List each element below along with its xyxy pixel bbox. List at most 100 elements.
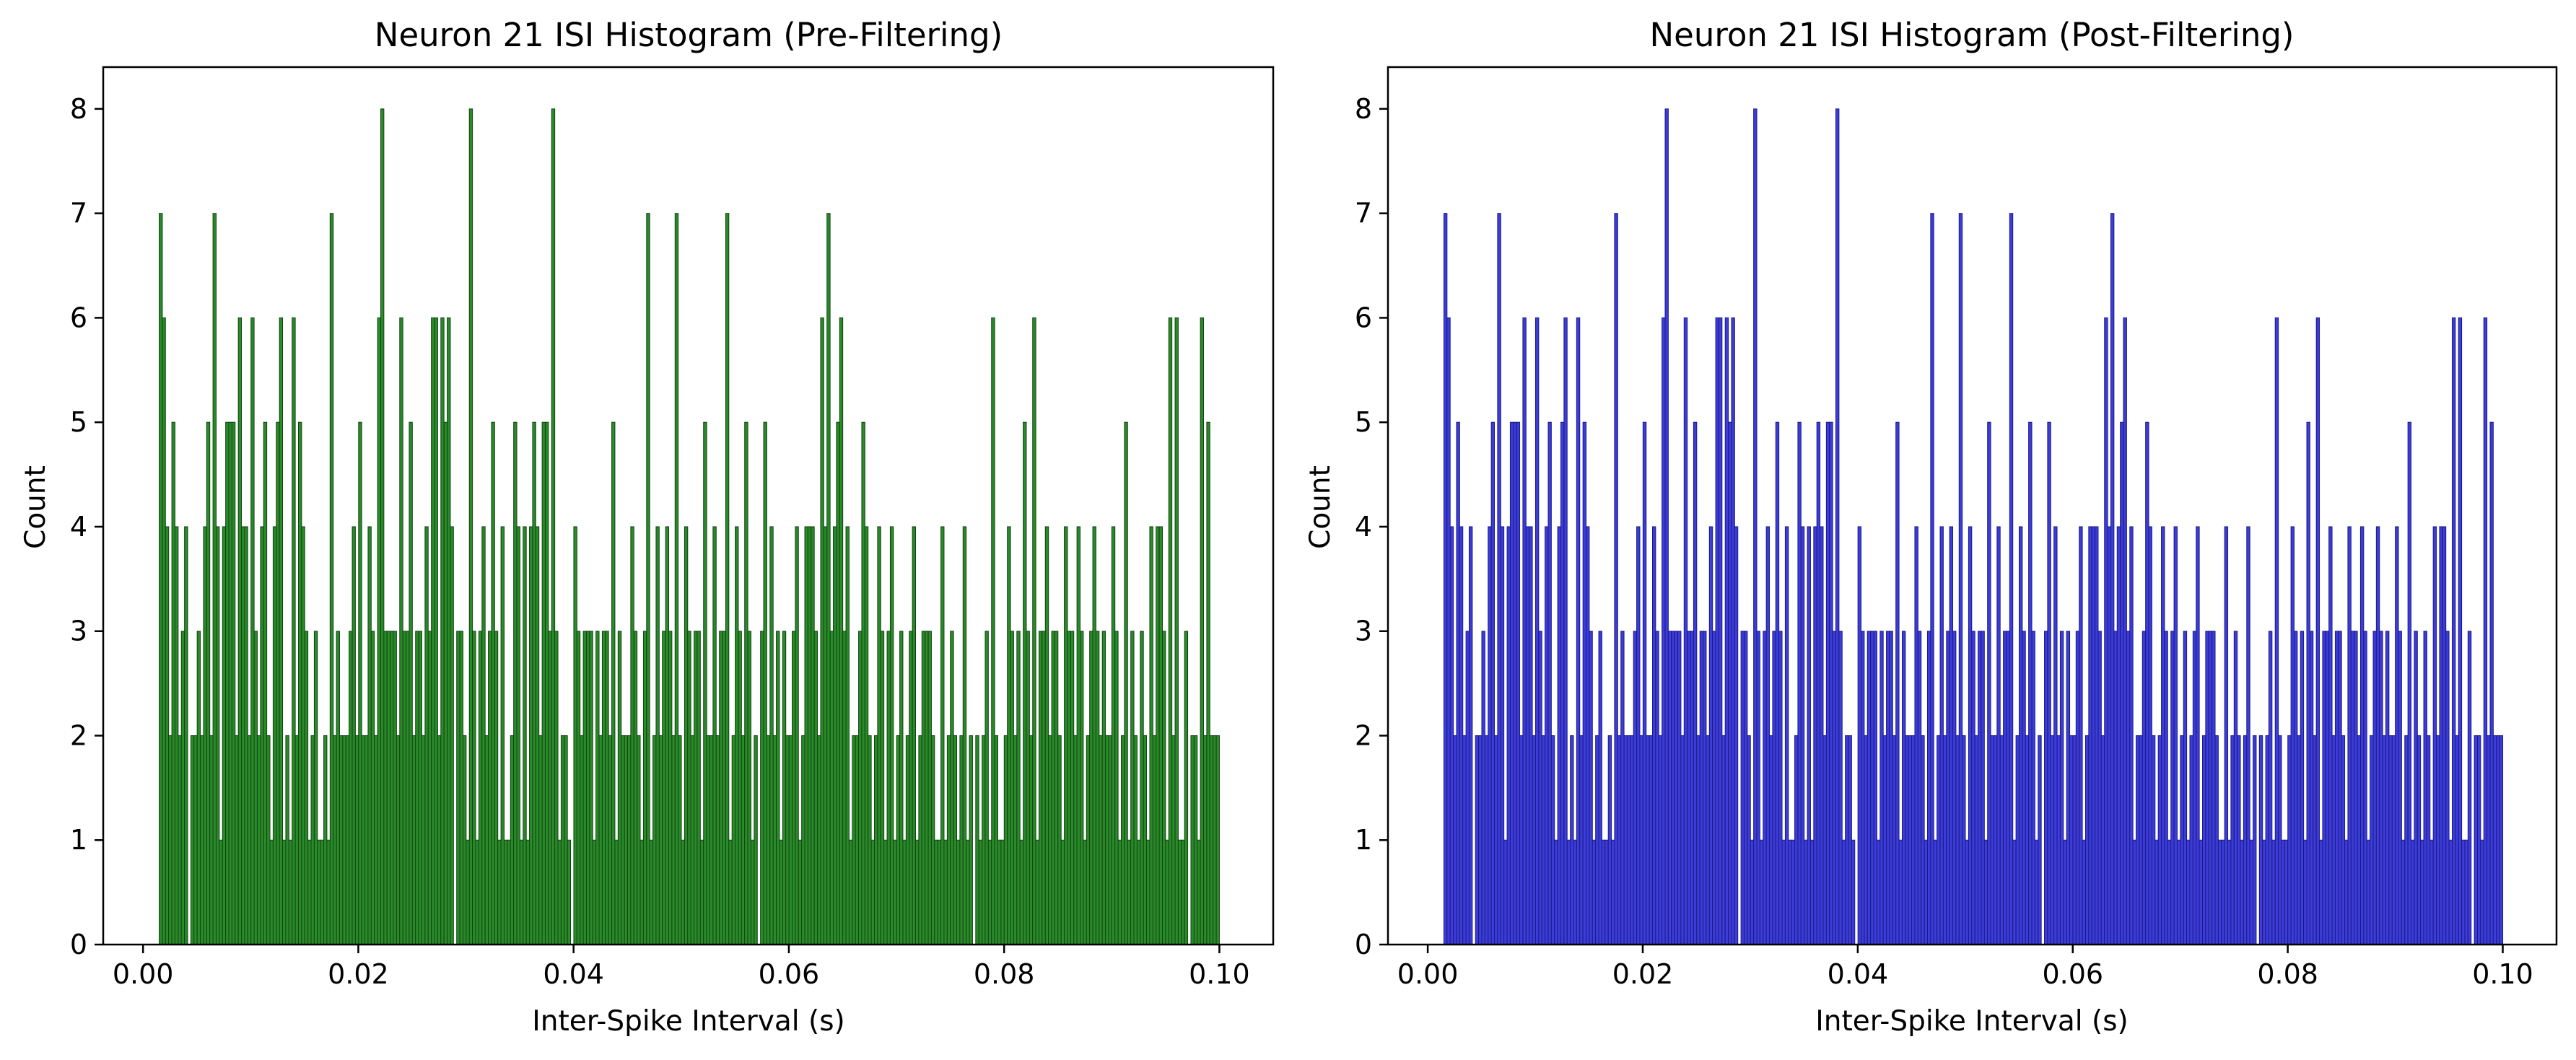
histogram-bar [2363,631,2367,945]
histogram-bar [1775,421,1780,945]
histogram-bar [725,213,730,945]
histogram-bar [1778,631,1783,945]
histogram-bar [2306,421,2310,945]
histogram-bar [1083,839,1087,945]
histogram-bar [1750,839,1755,945]
histogram-bar [1181,839,1185,945]
histogram-bar [519,839,524,945]
x-tick-label: 0.00 [1397,958,1459,990]
x-tick-label: 0.06 [2042,958,2103,990]
histogram-bar [2458,317,2463,945]
histogram-bar [165,526,170,945]
histogram-bar [1557,526,1561,945]
histogram-bar [386,631,391,945]
histogram-bar [1143,735,1148,945]
histogram-bar [1939,526,1944,945]
histogram-bar [870,839,875,945]
histogram-bar [1171,735,1176,945]
y-tick-label: 8 [1355,93,1372,125]
bars [1443,108,2504,945]
histogram-bar [393,631,397,945]
y-tick-label: 1 [1355,824,1372,856]
histogram-bar [966,839,970,945]
histogram-bar [1604,839,1609,945]
histogram-bar [494,631,499,945]
histogram-bar [548,631,552,945]
histogram-bar [2357,735,2361,945]
histogram-bar [2047,421,2051,945]
histogram-bar [1117,839,1122,945]
histogram-bar [735,526,739,945]
histogram-bar [1829,421,1833,945]
histogram-bar [2091,526,2096,945]
histogram-bar [1478,735,1483,945]
histogram-bar [2205,631,2209,945]
histogram-bar [1054,631,1059,945]
histogram-bar [925,631,929,945]
histogram-bar [510,735,515,945]
chart-title: Neuron 21 ISI Histogram (Pre-Filtering) [375,16,1003,54]
histogram-bar [1601,839,1606,945]
histogram-bar [244,526,248,945]
histogram-bar [839,317,844,945]
histogram-bar [1538,631,1542,945]
histogram-bar [304,631,309,945]
histogram-bar [380,108,385,945]
histogram-bar [852,735,856,945]
histogram-bar [2145,421,2149,945]
histogram-bar [1825,421,1830,945]
histogram-bar [2489,421,2494,945]
y-tick-label: 8 [70,93,87,125]
histogram-bar [507,839,511,945]
histogram-bar [804,526,808,945]
histogram-bar [969,735,973,945]
histogram-bar [1851,839,1856,945]
histogram-bar [1895,421,1900,945]
histogram-bar [1566,839,1571,945]
histogram-bar [2258,735,2263,945]
histogram-bar [2499,735,2504,945]
y-axis-label: Count [1304,465,1337,549]
histogram-bar [978,839,983,945]
histogram-bar [1124,421,1128,945]
y-tick-label: 2 [1355,719,1372,751]
histogram-bar [2031,631,2035,945]
histogram-bar [329,213,334,945]
histogram-bar [2366,839,2371,945]
histogram-bar [776,631,780,945]
histogram-bar [2082,839,2086,945]
histogram-bar [468,108,473,945]
histogram-bar [219,839,223,945]
histogram-bar [1952,631,1957,945]
histogram-bar [1630,735,1634,945]
histogram-bar [1174,317,1179,945]
histogram-bar [1864,735,1868,945]
histogram-bar [617,631,622,945]
histogram-bar [2426,735,2431,945]
histogram-bar [1532,735,1536,945]
histogram-bar [1646,735,1650,945]
y-axis-ticks: 0 1 2 3 4 5 6 7 8 [70,93,103,960]
x-tick-label: 0.08 [974,958,1035,990]
histogram-bar [719,631,723,945]
histogram-bar [1965,839,1969,945]
y-tick-label: 4 [70,511,87,543]
histogram-bar [1784,526,1789,945]
histogram-bar [1563,317,1568,945]
histogram-bar [1898,839,1903,945]
histogram-bar [2347,526,2352,945]
histogram-bar [2003,631,2007,945]
histogram-bar [203,526,207,945]
histogram-bar [2439,526,2443,945]
histogram-bar [1000,839,1005,945]
histogram-bar [2056,735,2061,945]
histogram-bar [868,735,872,945]
histogram-bar [975,735,979,945]
histogram-bar [1917,631,1922,945]
histogram-bar [1490,421,1496,945]
histogram-bar [2221,839,2225,945]
histogram-bar [2018,526,2023,945]
histogram-bar [2044,631,2048,945]
histogram-bar [2315,317,2320,945]
histogram-bar [2338,631,2342,945]
